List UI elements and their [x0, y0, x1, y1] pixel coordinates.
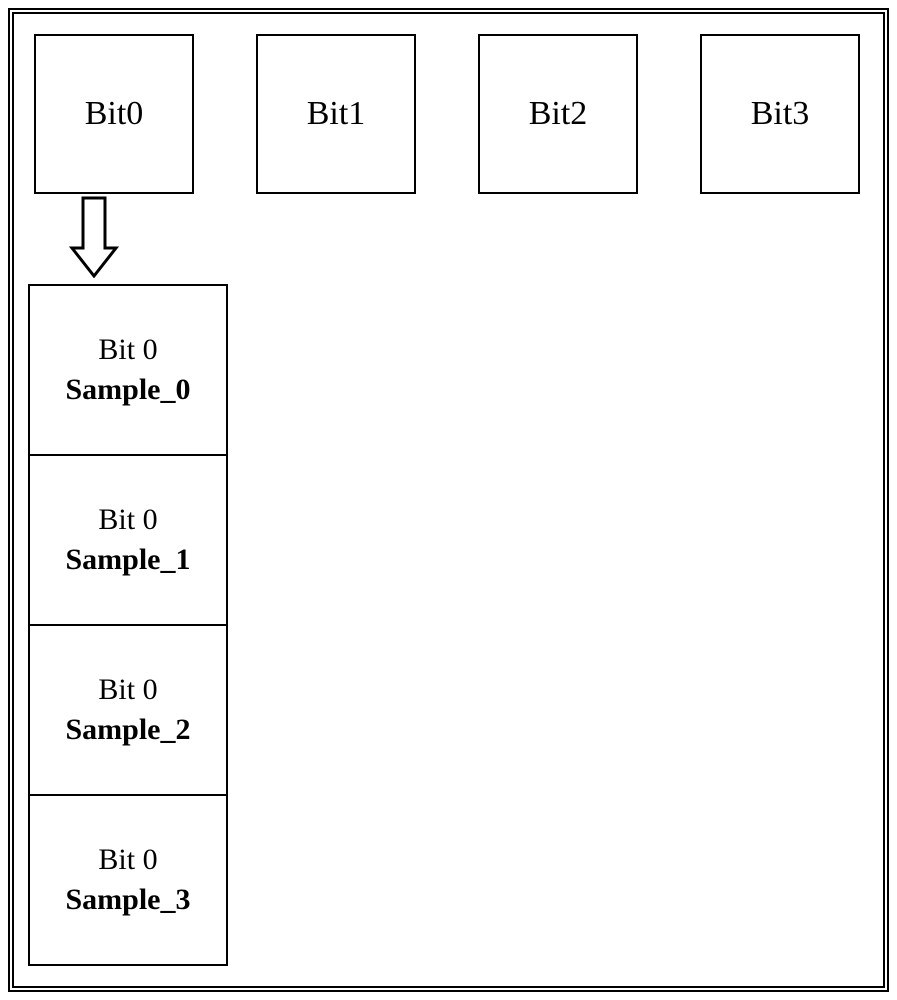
sample-name-label: Sample_3: [65, 880, 190, 921]
bit-label: Bit0: [85, 95, 144, 133]
sample-name-label: Sample_1: [65, 540, 190, 581]
sample-bit-label: Bit 0: [98, 670, 157, 711]
bit-label: Bit1: [307, 95, 366, 133]
bit-box-1: Bit1: [256, 34, 416, 194]
bit-box-2: Bit2: [478, 34, 638, 194]
bit-box-3: Bit3: [700, 34, 860, 194]
sample-bit-label: Bit 0: [98, 840, 157, 881]
bit-label: Bit3: [751, 95, 810, 133]
diagram-frame: Bit0Bit1Bit2Bit3Bit 0Sample_0Bit 0Sample…: [8, 8, 889, 992]
sample-name-label: Sample_2: [65, 710, 190, 751]
diagram-canvas: Bit0Bit1Bit2Bit3Bit 0Sample_0Bit 0Sample…: [14, 14, 883, 986]
sample-box-3: Bit 0Sample_3: [28, 794, 228, 966]
down-arrow-icon: [68, 196, 120, 278]
sample-box-1: Bit 0Sample_1: [28, 454, 228, 626]
sample-bit-label: Bit 0: [98, 330, 157, 371]
sample-box-2: Bit 0Sample_2: [28, 624, 228, 796]
bit-label: Bit2: [529, 95, 588, 133]
sample-bit-label: Bit 0: [98, 500, 157, 541]
sample-box-0: Bit 0Sample_0: [28, 284, 228, 456]
sample-name-label: Sample_0: [65, 370, 190, 411]
bit-box-0: Bit0: [34, 34, 194, 194]
